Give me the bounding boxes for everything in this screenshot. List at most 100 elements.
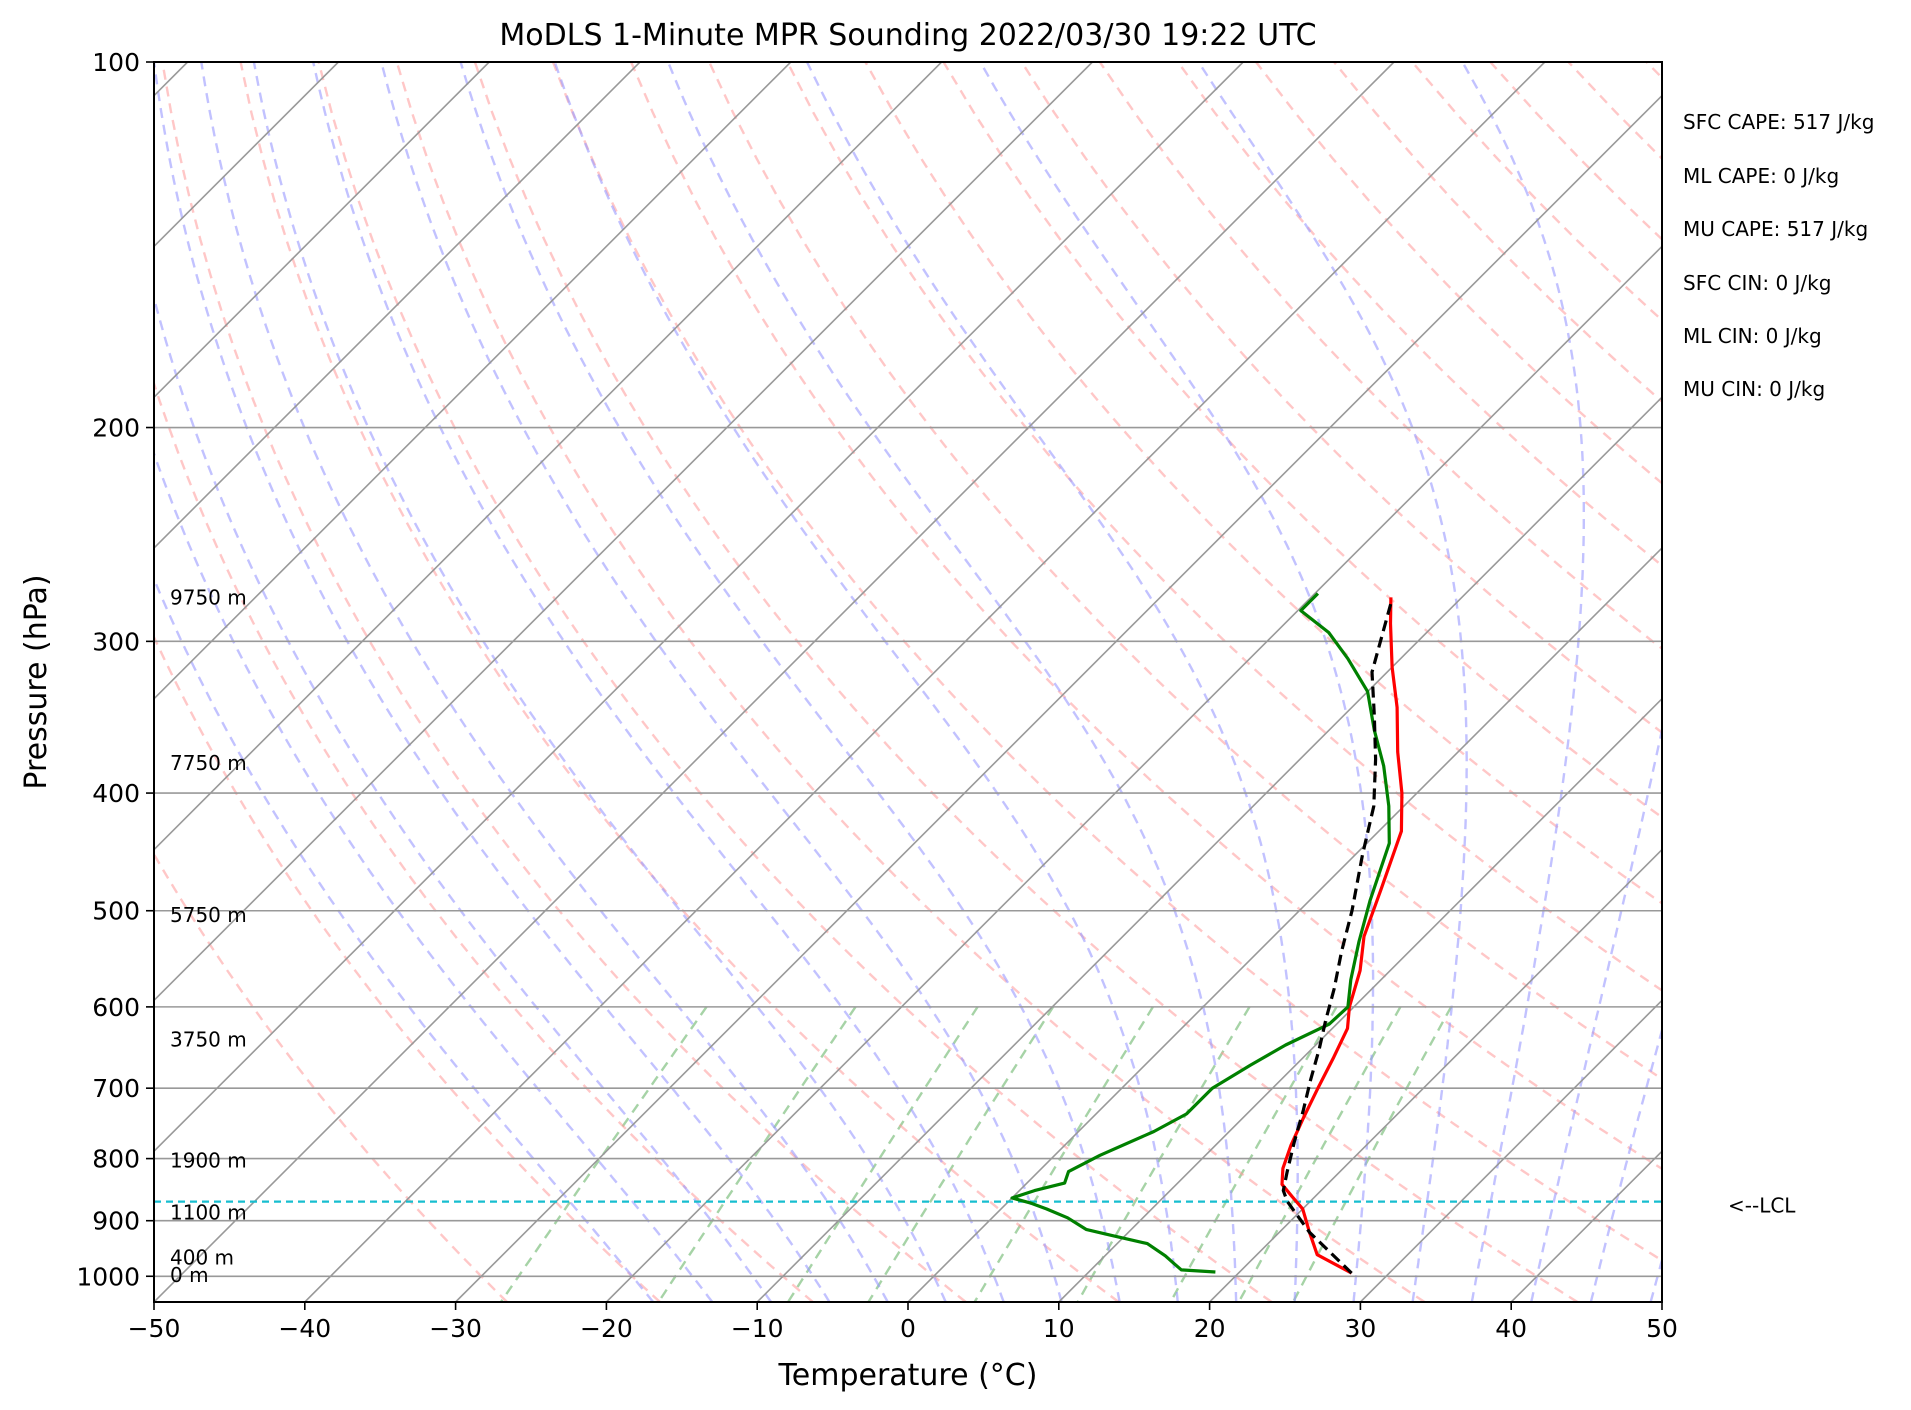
x-axis-label: Temperature (°C) bbox=[778, 1358, 1038, 1393]
y-tick-label: 300 bbox=[92, 627, 140, 656]
moist-adiabat bbox=[668, 62, 1236, 1302]
x-tick-label: −40 bbox=[278, 1314, 331, 1343]
isotherm-line bbox=[1059, 62, 1911, 1302]
moist-adiabat bbox=[1462, 62, 1583, 1302]
dry-adiabat bbox=[631, 62, 1883, 1302]
dry-adiabat bbox=[162, 62, 965, 1302]
x-tick-label: 30 bbox=[1344, 1314, 1376, 1343]
isotherm-line bbox=[0, 62, 791, 1302]
y-tick-label: 1000 bbox=[76, 1262, 140, 1291]
series-line bbox=[1012, 594, 1389, 1273]
isotherm-line bbox=[908, 62, 1911, 1302]
mixing-ratio-line bbox=[868, 1007, 1053, 1302]
dry-adiabat bbox=[1334, 62, 1911, 1302]
x-tick-label: 50 bbox=[1646, 1314, 1678, 1343]
y-axis-label: Pressure (hPa) bbox=[19, 574, 54, 789]
lcl-label: <--LCL bbox=[1728, 1194, 1796, 1218]
y-axis-ticks: 100 200 300 400 500 600 700 800 900 1000 bbox=[76, 48, 154, 1291]
x-axis-ticks: −50 −40 −30 −20 −10 0 10 20 30 40 50 bbox=[128, 1302, 1678, 1343]
moist-adiabat bbox=[1199, 62, 1467, 1302]
isotherm-line bbox=[456, 62, 1696, 1302]
height-label: 0 m bbox=[170, 1263, 209, 1287]
height-label: 3750 m bbox=[170, 1027, 247, 1051]
annotation-sfc-cin: SFC CIN: 0 J/kg bbox=[1683, 271, 1831, 295]
dry-adiabats bbox=[0, 62, 1911, 1302]
dry-adiabat bbox=[1178, 62, 1911, 1302]
isotherm-line bbox=[0, 62, 640, 1302]
annotation-ml-cin: ML CIN: 0 J/kg bbox=[1683, 324, 1822, 348]
isotherm-line bbox=[757, 62, 1911, 1302]
dry-adiabat bbox=[1803, 62, 1911, 1302]
annotation-mu-cin: MU CIN: 0 J/kg bbox=[1683, 377, 1825, 401]
dry-adiabat bbox=[241, 62, 1119, 1302]
isotherm-line bbox=[0, 62, 1092, 1302]
dry-adiabat bbox=[1490, 62, 1911, 1302]
height-label: 7750 m bbox=[170, 751, 247, 775]
plot-frame bbox=[154, 62, 1662, 1302]
dry-adiabat bbox=[787, 62, 1911, 1302]
y-tick-label: 900 bbox=[92, 1207, 140, 1236]
x-tick-label: −10 bbox=[731, 1314, 784, 1343]
sounding-series bbox=[1012, 594, 1402, 1274]
y-tick-label: 800 bbox=[92, 1145, 140, 1174]
dry-adiabat bbox=[1647, 62, 1911, 1302]
x-tick-label: −20 bbox=[580, 1314, 633, 1343]
x-tick-label: 40 bbox=[1495, 1314, 1527, 1343]
mixing-ratio-line bbox=[1293, 1007, 1451, 1302]
moist-adiabat bbox=[70, 62, 712, 1302]
isotherm-line bbox=[1813, 62, 1911, 1302]
dry-adiabat bbox=[1256, 62, 1911, 1302]
mixing-ratio-line bbox=[659, 1007, 856, 1302]
moist-adiabats bbox=[32, 62, 1911, 1302]
isotherm-line bbox=[1210, 62, 1911, 1302]
mixing-ratio-line bbox=[975, 1007, 1153, 1302]
mixing-ratio-line bbox=[788, 1007, 978, 1302]
annotation-sfc-cape: SFC CAPE: 517 J/kg bbox=[1683, 110, 1874, 134]
height-label: 1100 m bbox=[170, 1200, 247, 1224]
isotherm-line bbox=[0, 62, 489, 1302]
dry-adiabat bbox=[84, 62, 813, 1302]
moist-adiabat bbox=[980, 62, 1373, 1302]
isotherm-lines bbox=[0, 62, 1911, 1302]
x-tick-label: −30 bbox=[429, 1314, 482, 1343]
dry-adiabat bbox=[553, 62, 1730, 1302]
annotation-ml-cape: ML CAPE: 0 J/kg bbox=[1683, 164, 1839, 188]
isotherm-line bbox=[0, 62, 942, 1302]
y-tick-label: 200 bbox=[92, 414, 140, 443]
x-tick-label: 10 bbox=[1043, 1314, 1075, 1343]
moist-adiabat bbox=[1651, 62, 1911, 1302]
dry-adiabat bbox=[944, 62, 1911, 1302]
height-label: 1900 m bbox=[170, 1149, 247, 1173]
isotherm-line bbox=[305, 62, 1545, 1302]
y-tick-label: 600 bbox=[92, 993, 140, 1022]
series-line bbox=[1283, 599, 1392, 1273]
y-tick-label: 500 bbox=[92, 897, 140, 926]
moist-adiabat bbox=[1591, 62, 1909, 1302]
dry-adiabat bbox=[865, 62, 1911, 1302]
dry-adiabat bbox=[1725, 62, 1911, 1302]
moist-adiabat bbox=[807, 62, 1298, 1302]
isotherm-line bbox=[606, 62, 1846, 1302]
isotherm-line bbox=[1511, 62, 1911, 1302]
x-tick-label: 20 bbox=[1194, 1314, 1226, 1343]
x-tick-label: 0 bbox=[900, 1314, 916, 1343]
y-tick-label: 400 bbox=[92, 779, 140, 808]
moist-adiabat bbox=[555, 62, 1178, 1302]
height-label: 5750 m bbox=[170, 903, 247, 927]
moist-adiabat bbox=[313, 62, 1004, 1302]
dry-adiabat bbox=[1022, 62, 1911, 1302]
moist-adiabat bbox=[254, 62, 946, 1302]
isotherm-line bbox=[1662, 62, 1911, 1302]
x-tick-label: −50 bbox=[128, 1314, 181, 1343]
isotherm-line bbox=[154, 62, 1394, 1302]
height-label: 9750 m bbox=[170, 585, 247, 609]
dry-adiabat bbox=[1100, 62, 1911, 1302]
y-tick-label: 100 bbox=[92, 48, 140, 77]
dry-adiabat bbox=[1568, 62, 1911, 1302]
y-tick-label: 700 bbox=[92, 1074, 140, 1103]
moist-adiabat bbox=[1531, 62, 1732, 1302]
series-line bbox=[1282, 597, 1402, 1273]
